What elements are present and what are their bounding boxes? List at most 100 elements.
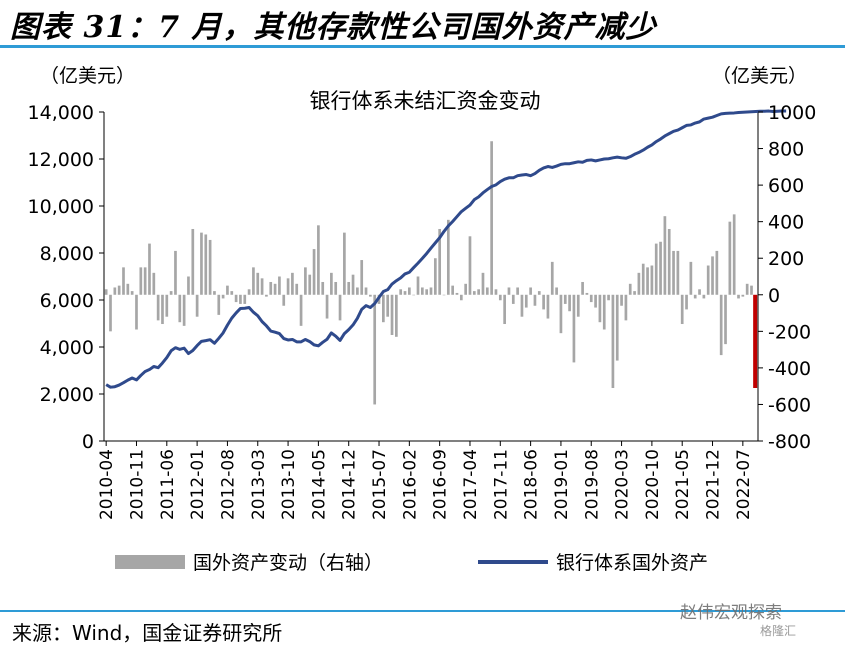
bar xyxy=(109,294,112,332)
x-tick-label: 2016-02 xyxy=(400,449,420,520)
bar xyxy=(143,267,147,295)
figure-title: 图表 31：7 月，其他存款性公司国外资产减少 xyxy=(10,10,657,45)
x-tick-label: 2022-07 xyxy=(734,449,754,520)
bar xyxy=(745,283,749,295)
bar xyxy=(373,294,377,405)
right-tick-label: -400 xyxy=(768,358,811,380)
bar xyxy=(633,291,636,295)
bar xyxy=(641,263,645,295)
bar xyxy=(724,294,727,345)
bar xyxy=(256,272,260,295)
bar xyxy=(117,285,121,295)
left-tick-label: 0 xyxy=(82,431,94,453)
plot-frame xyxy=(103,112,759,442)
bar xyxy=(208,239,212,295)
bar xyxy=(611,294,615,388)
bar xyxy=(477,289,480,295)
bar xyxy=(386,294,390,317)
bar xyxy=(637,272,641,295)
bar xyxy=(728,221,732,295)
foreign-assets-line xyxy=(105,109,787,389)
x-tick-label: 2010-11 xyxy=(127,449,147,520)
x-axis: 2010-04 2010-11 2011-06 2012-01 2012-08 2013-… xyxy=(97,441,754,520)
bar xyxy=(750,285,753,295)
bar xyxy=(299,294,303,326)
bar xyxy=(113,287,117,295)
bar xyxy=(165,294,169,317)
bar xyxy=(472,291,476,295)
x-tick-label: 2017-04 xyxy=(461,449,481,520)
bar xyxy=(585,292,589,295)
bar xyxy=(429,287,433,295)
bar xyxy=(563,294,567,304)
bar xyxy=(217,294,221,315)
bar xyxy=(550,261,554,295)
bar xyxy=(685,294,688,310)
bar xyxy=(390,294,394,335)
x-tick-label: 2020-03 xyxy=(613,449,633,520)
bar xyxy=(234,294,238,303)
right-tick-label: 800 xyxy=(768,139,804,161)
bar xyxy=(732,214,736,295)
bar xyxy=(511,294,515,304)
chart-title: 银行体系未结汇资金变动 xyxy=(310,89,541,113)
bar xyxy=(503,294,506,325)
bar xyxy=(737,294,740,299)
bar xyxy=(213,291,216,295)
bar xyxy=(169,291,173,295)
bar xyxy=(200,232,203,295)
bar xyxy=(689,261,693,295)
x-tick-label: 2021-05 xyxy=(673,449,693,520)
bar xyxy=(343,232,346,295)
bar xyxy=(239,294,242,304)
bar xyxy=(161,294,164,325)
bar xyxy=(230,291,234,295)
right-tick-label: 400 xyxy=(768,212,804,234)
bar xyxy=(433,258,437,295)
bar xyxy=(693,294,697,299)
bar xyxy=(304,267,307,295)
right-tick-label: 0 xyxy=(768,285,780,307)
bar xyxy=(464,283,467,295)
bar xyxy=(654,243,658,295)
bar xyxy=(178,294,182,323)
bar xyxy=(481,272,485,295)
bar xyxy=(594,294,597,308)
x-tick-label: 2017-11 xyxy=(491,449,511,520)
bar xyxy=(468,236,472,295)
left-tick-label: 12,000 xyxy=(28,149,94,171)
bar xyxy=(291,272,294,295)
bar xyxy=(282,294,286,306)
bar xyxy=(533,294,537,306)
bar xyxy=(559,294,563,334)
bar xyxy=(312,249,316,295)
bar xyxy=(581,281,584,295)
bar xyxy=(719,294,723,356)
right-tick-label: 200 xyxy=(768,248,804,270)
bar xyxy=(356,287,359,295)
left-tick-label: 10,000 xyxy=(28,196,94,218)
bar xyxy=(572,294,576,363)
bar xyxy=(537,291,541,295)
bar xyxy=(369,294,372,297)
bar xyxy=(321,281,325,295)
bar xyxy=(135,294,138,330)
bar xyxy=(455,292,459,295)
bar xyxy=(615,294,619,361)
bar xyxy=(130,291,134,295)
left-tick-label: 8,000 xyxy=(40,243,94,265)
bar xyxy=(650,265,654,295)
x-tick-label: 2021-12 xyxy=(704,449,724,520)
bar xyxy=(451,285,454,295)
bar xyxy=(624,294,628,321)
bar xyxy=(338,294,342,321)
bar xyxy=(598,294,602,323)
bar xyxy=(459,294,463,301)
bar xyxy=(416,276,420,295)
bar-series xyxy=(104,141,758,405)
bar xyxy=(602,294,606,330)
bar xyxy=(395,294,398,337)
legend-bar-label: 国外资产变动（右轴） xyxy=(193,552,383,574)
x-tick-label: 2012-08 xyxy=(218,449,238,520)
bar xyxy=(156,294,160,321)
